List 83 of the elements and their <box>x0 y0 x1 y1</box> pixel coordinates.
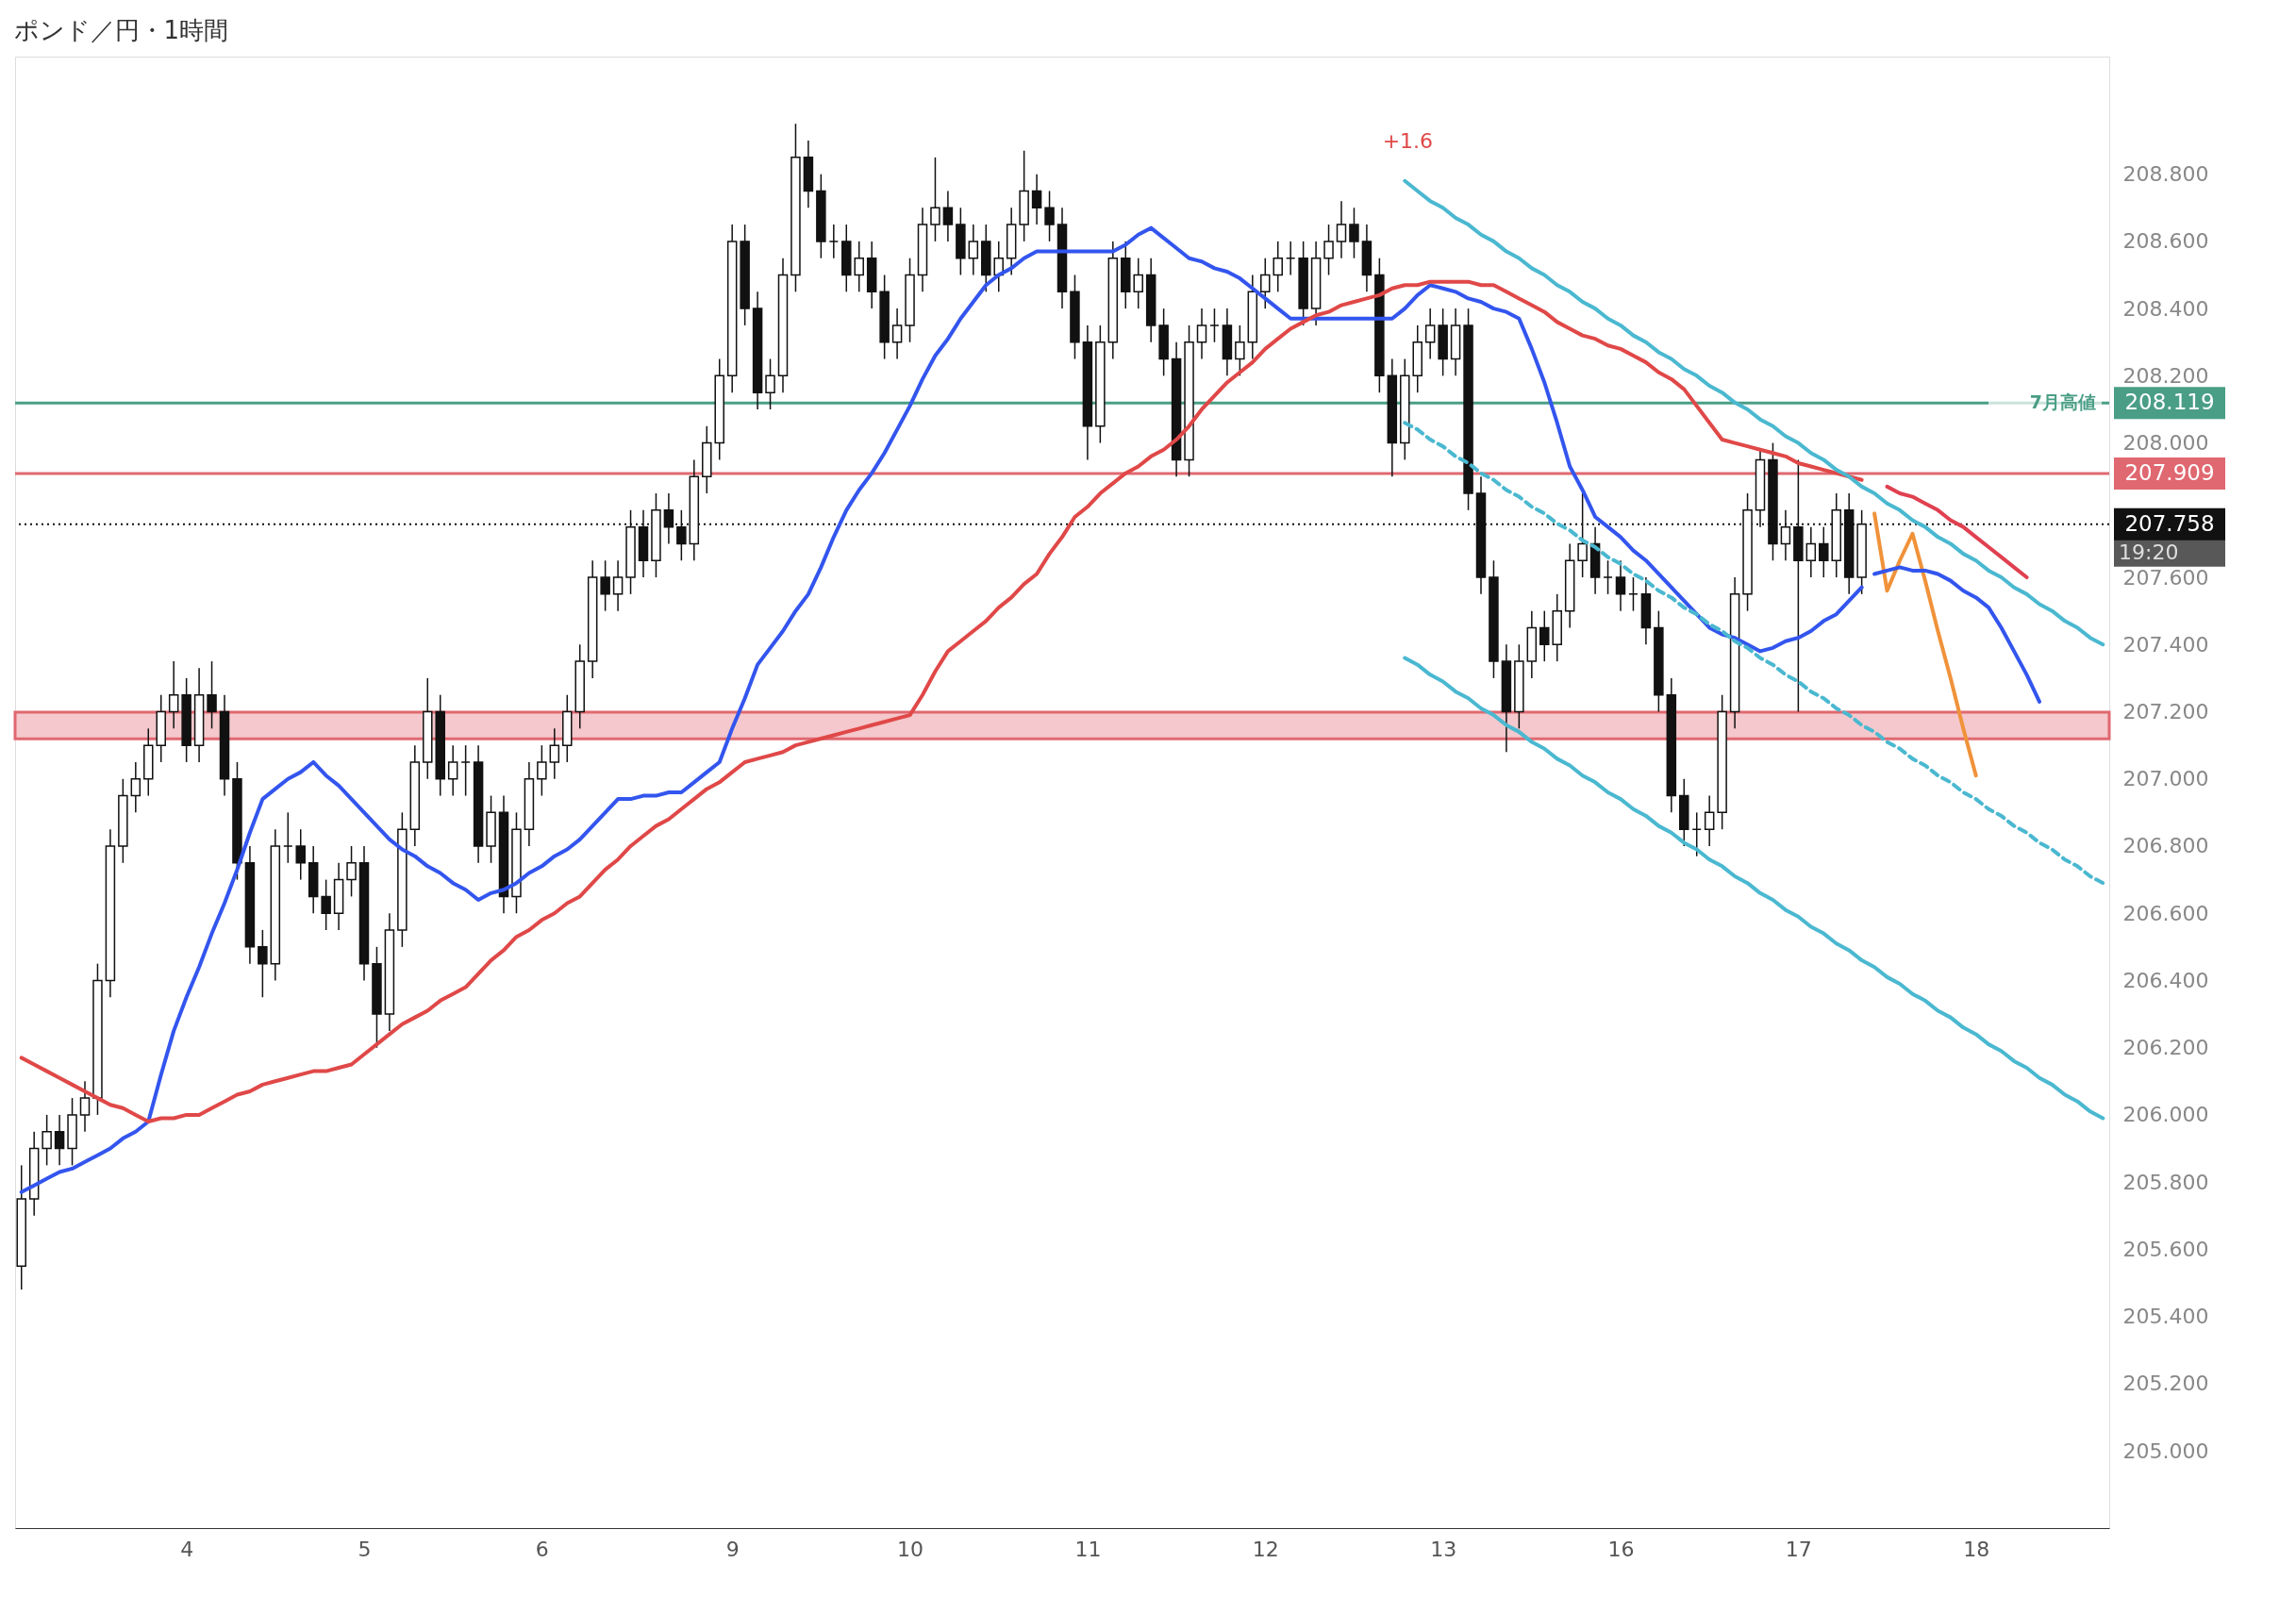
candlestick <box>1780 509 1791 561</box>
y-tick-label: 207.200 <box>2122 700 2209 724</box>
y-tick-label: 205.400 <box>2122 1305 2209 1329</box>
x-tick-label: 4 <box>180 1537 194 1561</box>
candlestick <box>891 308 903 360</box>
x-tick-label: 9 <box>725 1537 740 1561</box>
x-tick-label: 5 <box>358 1537 372 1561</box>
candlestick <box>942 190 954 242</box>
line-series <box>1403 656 2105 1121</box>
candlestick <box>207 660 217 730</box>
y-tick-label: 208.800 <box>2122 162 2209 187</box>
candlestick <box>1539 609 1550 662</box>
x-tick-label: 16 <box>1607 1537 1635 1561</box>
y-tick-label: 206.400 <box>2122 968 2209 992</box>
y-tick-label: 206.800 <box>2122 834 2209 858</box>
y-tick-label: 205.000 <box>2122 1438 2209 1463</box>
candlestick <box>295 828 306 881</box>
candlestick <box>1196 308 1207 360</box>
x-tick-label: 6 <box>535 1537 549 1561</box>
candlestick <box>612 559 624 612</box>
candlestick <box>1424 308 1436 360</box>
candlestick <box>258 929 268 999</box>
line-series <box>1885 484 2029 580</box>
candlestick <box>1323 224 1334 276</box>
candlestick <box>79 1080 91 1133</box>
y-tick-label: 205.200 <box>2122 1372 2209 1396</box>
candlestick <box>168 660 179 730</box>
ref-line-label: 207.909 <box>2124 460 2215 485</box>
candlestick <box>1031 173 1042 225</box>
candlestick <box>968 224 979 276</box>
candlestick <box>1819 525 1829 578</box>
candlestick <box>1260 257 1271 309</box>
chart-title: ポンド／円・1時間 <box>13 16 229 44</box>
candlestick <box>930 157 940 242</box>
line-series <box>1403 421 2105 886</box>
candlestick <box>537 744 547 797</box>
y-tick-label: 206.600 <box>2122 901 2209 925</box>
x-tick-label: 10 <box>897 1537 924 1561</box>
y-tick-label: 206.200 <box>2122 1036 2209 1060</box>
x-tick-label: 11 <box>1074 1537 1102 1561</box>
x-tick-label: 12 <box>1252 1537 1279 1561</box>
y-tick-label: 208.000 <box>2122 431 2209 456</box>
candlestick <box>321 878 331 931</box>
candlestick <box>1349 207 1359 259</box>
y-tick-label: 205.800 <box>2122 1170 2209 1194</box>
candlestick <box>130 761 141 814</box>
line-series <box>1872 565 2041 704</box>
candlestick <box>1044 190 1055 242</box>
candlestick <box>854 241 864 293</box>
ref-line-label: 208.119 <box>2124 390 2215 415</box>
candlestick <box>600 559 610 612</box>
candlestick <box>346 845 357 898</box>
y-tick-label: 208.600 <box>2122 229 2209 254</box>
line-series <box>1403 178 2105 647</box>
x-tick-label: 18 <box>1963 1537 1990 1561</box>
candlestick <box>993 241 1004 293</box>
y-tick-label: 208.200 <box>2122 363 2209 388</box>
candlestick <box>1273 241 1283 293</box>
y-tick-label: 205.600 <box>2122 1237 2209 1261</box>
candlestick <box>663 492 674 545</box>
text: 19:20 <box>2119 540 2179 564</box>
candlestick <box>1336 200 1347 259</box>
candlestick <box>447 744 458 797</box>
candlestick <box>42 1114 52 1167</box>
ref-line-label: 207.758 <box>2124 510 2215 536</box>
x-tick-label: 17 <box>1785 1537 1812 1561</box>
candlestick <box>1805 525 1817 578</box>
y-tick-label: 207.000 <box>2122 767 2209 791</box>
y-tick-label: 207.400 <box>2122 632 2209 657</box>
y-tick-label: 208.400 <box>2122 296 2209 321</box>
y-tick-label: 207.600 <box>2122 565 2209 590</box>
annotation: 7月高値 <box>2029 391 2096 413</box>
candlestick <box>765 358 775 410</box>
annotation: +1.6 <box>1382 129 1434 154</box>
x-tick-label: 13 <box>1430 1537 1457 1561</box>
candlestick <box>549 727 560 780</box>
candlestick <box>1235 324 1245 377</box>
candlestick <box>1615 559 1626 612</box>
candlestick <box>1704 794 1715 847</box>
candlestick <box>54 1114 65 1167</box>
y-tick-label: 206.000 <box>2122 1103 2209 1127</box>
candlestick <box>1133 257 1143 309</box>
line-series <box>1872 511 1978 778</box>
